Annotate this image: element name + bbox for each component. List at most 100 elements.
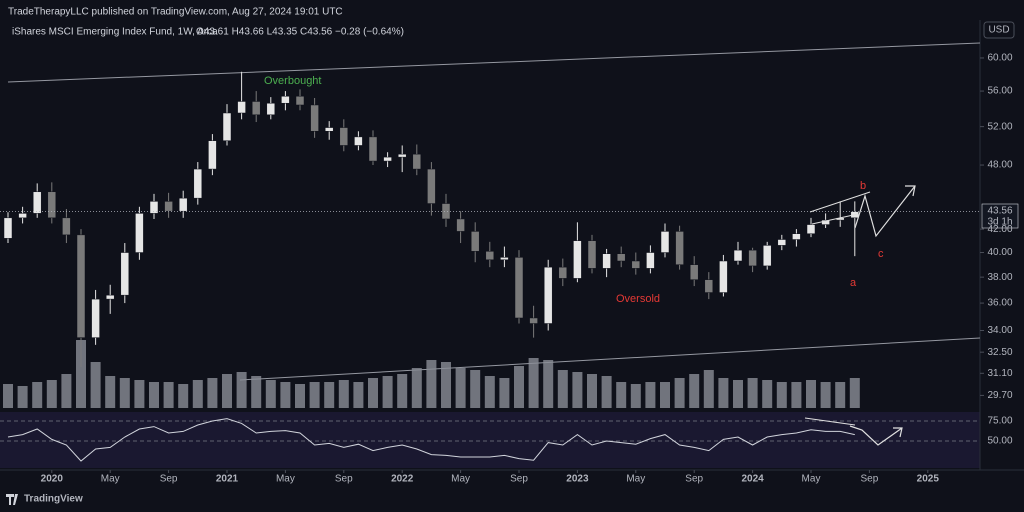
candle-body bbox=[514, 257, 524, 319]
volume-bar bbox=[134, 380, 145, 408]
rsi-trend bbox=[804, 417, 856, 426]
volume-bar bbox=[309, 382, 320, 408]
volume-bar bbox=[441, 362, 451, 408]
candle-body bbox=[324, 127, 334, 132]
candle-body bbox=[149, 201, 159, 214]
volume-bar bbox=[192, 380, 203, 408]
candle-body bbox=[500, 257, 509, 261]
volume-bar bbox=[601, 376, 612, 408]
candle-body bbox=[368, 136, 378, 162]
candle-body bbox=[32, 191, 42, 214]
volume-bar bbox=[470, 370, 481, 408]
channel-bottom bbox=[239, 337, 981, 381]
volume-bar bbox=[484, 376, 495, 408]
x-tick-label: May bbox=[101, 474, 120, 485]
candle-body bbox=[704, 279, 714, 293]
currency[interactable]: USD bbox=[988, 25, 1009, 36]
volume-bar bbox=[747, 378, 758, 408]
x-tick-label: Sep bbox=[160, 474, 178, 485]
annotation: Overbought bbox=[264, 75, 321, 87]
x-tick-label: Sep bbox=[685, 474, 703, 485]
candle-body bbox=[120, 252, 130, 296]
candle-body bbox=[529, 317, 538, 324]
candle-body bbox=[412, 153, 422, 170]
volume-bar bbox=[353, 382, 364, 408]
volume-bar bbox=[295, 384, 305, 408]
candle-body bbox=[456, 218, 465, 232]
y-tick-label: 40.00 bbox=[987, 247, 1012, 258]
y-tick-label: 48.00 bbox=[987, 160, 1012, 171]
volume-bar bbox=[426, 360, 437, 408]
volume-bar bbox=[61, 374, 72, 408]
candle-body bbox=[76, 234, 86, 338]
annotation: c bbox=[878, 248, 884, 260]
y-tick-label: 31.10 bbox=[987, 368, 1012, 379]
projection-arrow bbox=[854, 185, 916, 238]
volume-bar bbox=[251, 376, 262, 408]
volume-bar bbox=[689, 374, 700, 408]
volume-bar bbox=[645, 382, 656, 408]
candle-body bbox=[675, 231, 684, 265]
candle-body bbox=[105, 294, 115, 300]
volume-bar bbox=[3, 384, 13, 408]
x-tick-label: 2022 bbox=[391, 474, 414, 485]
candle-body bbox=[719, 260, 728, 293]
candle-body bbox=[587, 240, 597, 269]
candle-body bbox=[602, 253, 611, 269]
volume-bar bbox=[411, 368, 422, 408]
volume-bar bbox=[265, 380, 276, 408]
volume-bar bbox=[119, 378, 130, 408]
candle-body bbox=[266, 102, 276, 116]
candle-body bbox=[427, 168, 436, 204]
candle-body bbox=[646, 252, 655, 269]
candle-body bbox=[616, 253, 626, 262]
y-tick-label: 42.00 bbox=[987, 224, 1012, 235]
x-tick-label: May bbox=[626, 474, 645, 485]
volume-bar bbox=[76, 340, 86, 408]
arrow-head bbox=[905, 185, 916, 197]
volume-bar bbox=[338, 380, 349, 408]
candle-body bbox=[543, 266, 553, 324]
brand: TradingView bbox=[24, 494, 83, 505]
x-tick-label: 2024 bbox=[741, 474, 764, 485]
rsi-pane bbox=[0, 412, 980, 468]
volume-bar bbox=[616, 382, 627, 408]
candle-body bbox=[441, 203, 451, 220]
volume-bar bbox=[514, 366, 524, 408]
rsi-arrow bbox=[849, 425, 903, 446]
candle-body bbox=[806, 224, 816, 234]
volume-bar bbox=[178, 384, 189, 408]
currency-box[interactable] bbox=[983, 21, 1015, 39]
last-price: 43.56 bbox=[987, 206, 1012, 217]
candle-body bbox=[748, 249, 757, 267]
volume-bar bbox=[163, 382, 174, 408]
y-tick-label: 60.00 bbox=[987, 53, 1012, 64]
volume-bar bbox=[90, 362, 101, 408]
volume-bar bbox=[382, 376, 393, 408]
volume-bar bbox=[660, 382, 670, 408]
candle-body bbox=[397, 153, 407, 158]
marks bbox=[0, 57, 984, 473]
volume-bar bbox=[733, 380, 743, 408]
channel-top bbox=[7, 42, 981, 83]
candle-body bbox=[222, 112, 232, 141]
x-tick-label: Sep bbox=[861, 474, 879, 485]
candle-body bbox=[310, 104, 319, 132]
candle-body bbox=[689, 264, 699, 280]
volume-bar bbox=[674, 378, 685, 408]
volume-bar bbox=[32, 382, 43, 408]
candle-body bbox=[383, 156, 392, 162]
volume-bar bbox=[17, 386, 28, 408]
candle-body bbox=[178, 197, 188, 212]
volume-bar bbox=[630, 384, 641, 408]
volume-bar bbox=[776, 382, 787, 408]
candle-body bbox=[135, 213, 144, 253]
candle-body bbox=[47, 191, 57, 219]
annotation: Oversold bbox=[616, 293, 660, 305]
x-tick-label: May bbox=[802, 474, 821, 485]
volume-bar bbox=[543, 360, 554, 408]
wedge-bottom bbox=[811, 213, 859, 225]
y-tick-label: 32.50 bbox=[987, 347, 1012, 358]
volume-bar bbox=[236, 372, 247, 408]
